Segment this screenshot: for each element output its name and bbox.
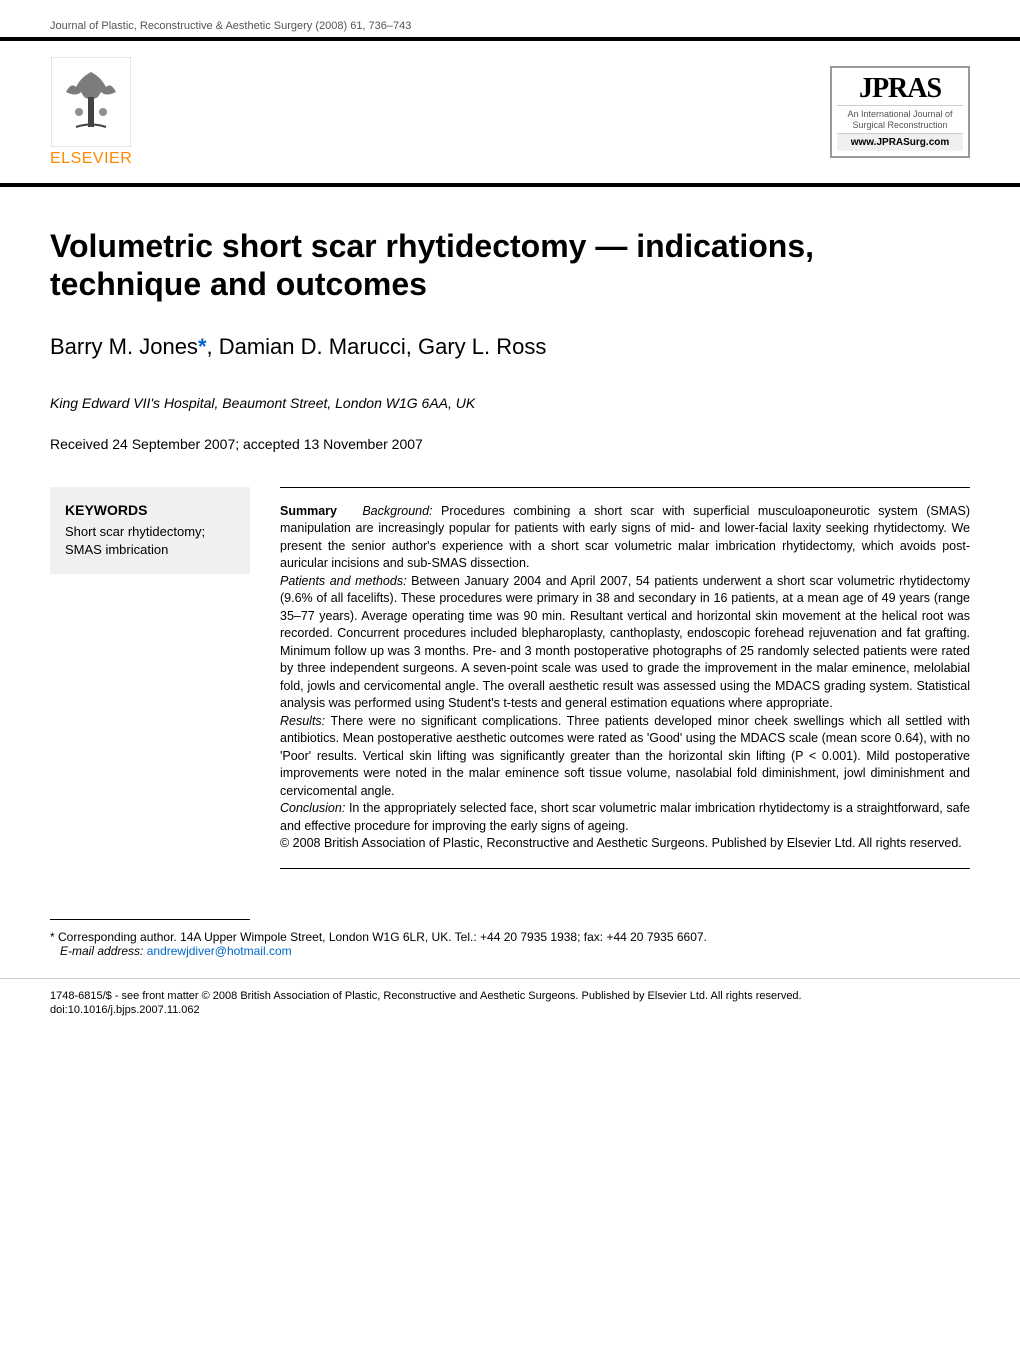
- conclusion-label: Conclusion:: [280, 801, 345, 815]
- affiliation: King Edward VII's Hospital, Beaumont Str…: [50, 395, 970, 411]
- keywords-box: KEYWORDS Short scar rhytidectomy; SMAS i…: [50, 487, 250, 574]
- patients-label: Patients and methods:: [280, 574, 407, 588]
- keyword-item: Short scar rhytidectomy;: [65, 523, 235, 541]
- elsevier-text: ELSEVIER: [50, 150, 132, 168]
- jpras-subtitle: An International Journal of Surgical Rec…: [837, 105, 963, 134]
- page-header: Journal of Plastic, Reconstructive & Aes…: [0, 0, 1020, 37]
- jpras-logo: JPRAS An International Journal of Surgic…: [830, 66, 970, 159]
- conclusion-text: In the appropriately selected face, shor…: [280, 801, 970, 833]
- author-primary: Barry M. Jones: [50, 334, 198, 359]
- journal-citation: Journal of Plastic, Reconstructive & Aes…: [50, 20, 411, 32]
- patients-text: Between January 2004 and April 2007, 54 …: [280, 574, 970, 711]
- summary-box: Summary Background: Procedures combining…: [280, 487, 970, 869]
- email-line: E-mail address: andrewjdiver@hotmail.com: [50, 944, 970, 958]
- jpras-main-text: JPRAS: [837, 73, 963, 105]
- background-label: Background:: [362, 504, 432, 518]
- doi-line: doi:10.1016/j.bjps.2007.11.062: [50, 1003, 970, 1017]
- issn-line: 1748-6815/$ - see front matter © 2008 Br…: [50, 989, 970, 1003]
- abstract-container: KEYWORDS Short scar rhytidectomy; SMAS i…: [50, 487, 970, 869]
- corresponding-asterisk: *: [198, 334, 207, 359]
- article-content: Volumetric short scar rhytidectomy — ind…: [0, 227, 1020, 869]
- received-dates: Received 24 September 2007; accepted 13 …: [50, 436, 970, 452]
- elsevier-tree-icon: [51, 57, 131, 147]
- footnote-section: * Corresponding author. 14A Upper Wimpol…: [0, 919, 1020, 958]
- corresponding-author: * Corresponding author. 14A Upper Wimpol…: [50, 930, 970, 944]
- email-label: E-mail address:: [60, 944, 143, 958]
- summary-label: Summary: [280, 504, 337, 518]
- email-link[interactable]: andrewjdiver@hotmail.com: [147, 944, 292, 958]
- authors-line: Barry M. Jones*, Damian D. Marucci, Gary…: [50, 334, 970, 360]
- results-text: There were no significant complications.…: [280, 714, 970, 798]
- publisher-banner: ELSEVIER JPRAS An International Journal …: [0, 37, 1020, 187]
- footnote-separator: [50, 919, 250, 920]
- elsevier-logo: ELSEVIER: [50, 57, 132, 168]
- keyword-item: SMAS imbrication: [65, 541, 235, 559]
- results-label: Results:: [280, 714, 325, 728]
- summary-copyright: © 2008 British Association of Plastic, R…: [280, 836, 962, 850]
- copyright-footer: 1748-6815/$ - see front matter © 2008 Br…: [0, 978, 1020, 1048]
- authors-rest: , Damian D. Marucci, Gary L. Ross: [207, 334, 547, 359]
- article-title: Volumetric short scar rhytidectomy — ind…: [50, 227, 970, 304]
- keywords-heading: KEYWORDS: [65, 502, 235, 518]
- jpras-url: www.JPRASurg.com: [837, 133, 963, 151]
